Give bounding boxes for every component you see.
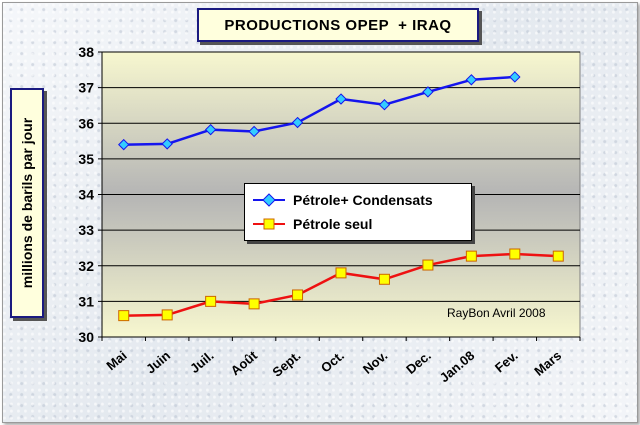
data-point-0-1: [161, 138, 173, 150]
data-point-0-5: [335, 93, 347, 105]
x-tick-label-Dec.: Dec.: [403, 348, 434, 377]
legend-label-condensats: Pétrole+ Condensats: [293, 192, 433, 208]
legend-swatch-blue-diamond-icon: [253, 193, 285, 207]
y-tick-label: 34: [78, 187, 94, 203]
data-point-1-5: [335, 267, 347, 279]
legend: Pétrole+ Condensats Pétrole seul: [244, 183, 472, 241]
legend-swatch-red-square-icon: [253, 218, 285, 230]
x-tick-label-Sept.: Sept.: [269, 348, 303, 380]
x-tick-label-Juil.: Juil.: [187, 348, 217, 376]
data-point-0-6: [378, 99, 391, 111]
data-point-1-0: [118, 310, 130, 322]
data-point-1-8: [465, 250, 477, 262]
data-point-0-9: [509, 71, 521, 83]
y-tick-label: 33: [78, 222, 94, 238]
series-line-0: [123, 75, 515, 146]
x-tick-label-Oct.: Oct.: [318, 348, 347, 376]
legend-item-condensats: Pétrole+ Condensats: [251, 189, 433, 211]
data-point-1-4: [292, 289, 304, 301]
data-point-0-8: [465, 74, 478, 86]
y-tick-label: 38: [78, 44, 94, 60]
x-tick-label-Jan.08: Jan.08: [437, 348, 478, 386]
legend-item-petrole-seul: Pétrole seul: [251, 213, 372, 235]
data-point-1-6: [378, 273, 390, 285]
x-tick-label-Juin: Juin: [143, 348, 173, 377]
legend-label-petrole-seul: Pétrole seul: [293, 216, 373, 232]
y-tick-label: 37: [78, 80, 94, 96]
y-axis-label-box: millions de barils par jour: [10, 88, 44, 318]
data-point-0-3: [248, 125, 260, 138]
data-point-0-4: [291, 116, 304, 129]
x-tick-label-Nov.: Nov.: [360, 348, 390, 377]
y-tick-label: 36: [78, 115, 94, 131]
data-point-0-0: [118, 138, 130, 151]
data-point-0-7: [422, 86, 434, 98]
data-point-1-3: [248, 298, 260, 310]
y-tick-label: 30: [78, 329, 94, 345]
y-tick-label: 31: [78, 293, 94, 309]
y-tick-label: 35: [78, 151, 94, 167]
data-point-1-7: [422, 259, 434, 271]
x-tick-label-Mai: Mai: [103, 348, 129, 373]
x-tick-label-Août: Août: [228, 347, 261, 378]
data-point-0-2: [204, 123, 217, 136]
data-point-1-2: [205, 295, 217, 307]
chart-title: PRODUCTIONS OPEP + IRAQ: [197, 8, 479, 42]
data-point-1-1: [161, 309, 173, 321]
data-point-1-10: [552, 250, 564, 262]
x-tick-label-Mars: Mars: [531, 348, 564, 379]
y-tick-label: 32: [78, 258, 94, 274]
y-axis-label: millions de barils par jour: [19, 117, 35, 289]
chart-annotation: RayBon Avril 2008: [447, 306, 546, 320]
x-tick-label-Fev.: Fev.: [492, 348, 521, 376]
data-point-1-9: [509, 248, 521, 260]
